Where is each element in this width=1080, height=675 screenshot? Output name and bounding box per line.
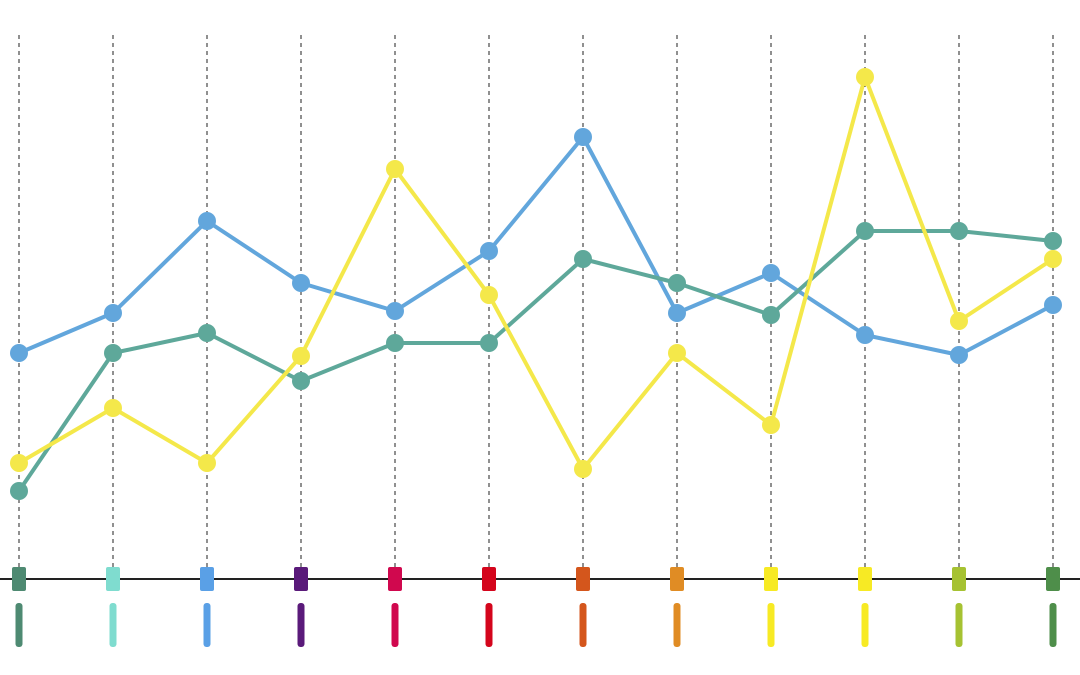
data-point [1044, 296, 1062, 314]
category-bar [15, 603, 23, 647]
data-point [292, 372, 310, 390]
category-marker [482, 567, 496, 591]
data-point [10, 454, 28, 472]
category-bar [391, 603, 399, 647]
category-marker [1046, 567, 1060, 591]
data-point [950, 222, 968, 240]
category-bar [1049, 603, 1057, 647]
data-point [668, 304, 686, 322]
data-point [856, 326, 874, 344]
data-point [386, 160, 404, 178]
data-point [292, 274, 310, 292]
data-point [10, 482, 28, 500]
data-point [292, 347, 310, 365]
data-point [480, 242, 498, 260]
category-marker [576, 567, 590, 591]
category-bar [955, 603, 963, 647]
category-bar [203, 603, 211, 647]
data-point [762, 306, 780, 324]
data-point [668, 344, 686, 362]
category-bar [485, 603, 493, 647]
category-bar [579, 603, 587, 647]
data-point [198, 324, 216, 342]
data-point [386, 302, 404, 320]
series-line [17, 229, 1054, 493]
data-point [950, 346, 968, 364]
category-marker [388, 567, 402, 591]
data-point [198, 212, 216, 230]
data-point [574, 128, 592, 146]
data-point [856, 222, 874, 240]
data-point [574, 250, 592, 268]
category-marker [294, 567, 308, 591]
category-marker [200, 567, 214, 591]
category-bar [673, 603, 681, 647]
data-point [104, 344, 122, 362]
data-point [104, 304, 122, 322]
data-point [1044, 250, 1062, 268]
data-point [104, 399, 122, 417]
category-bar [109, 603, 117, 647]
data-point [480, 334, 498, 352]
category-bar [861, 603, 869, 647]
category-marker [764, 567, 778, 591]
data-point [574, 460, 592, 478]
category-marker [858, 567, 872, 591]
data-point [950, 312, 968, 330]
category-marker [106, 567, 120, 591]
series-line [18, 135, 1054, 357]
series-line [17, 75, 1055, 471]
data-point [386, 334, 404, 352]
data-point [856, 68, 874, 86]
category-marker [952, 567, 966, 591]
data-point [762, 416, 780, 434]
data-point [480, 286, 498, 304]
data-point [1044, 232, 1062, 250]
data-point [10, 344, 28, 362]
data-point [668, 274, 686, 292]
category-marker [670, 567, 684, 591]
category-bar [297, 603, 305, 647]
category-marker [12, 567, 26, 591]
category-bar [767, 603, 775, 647]
data-point [198, 454, 216, 472]
data-point [762, 264, 780, 282]
